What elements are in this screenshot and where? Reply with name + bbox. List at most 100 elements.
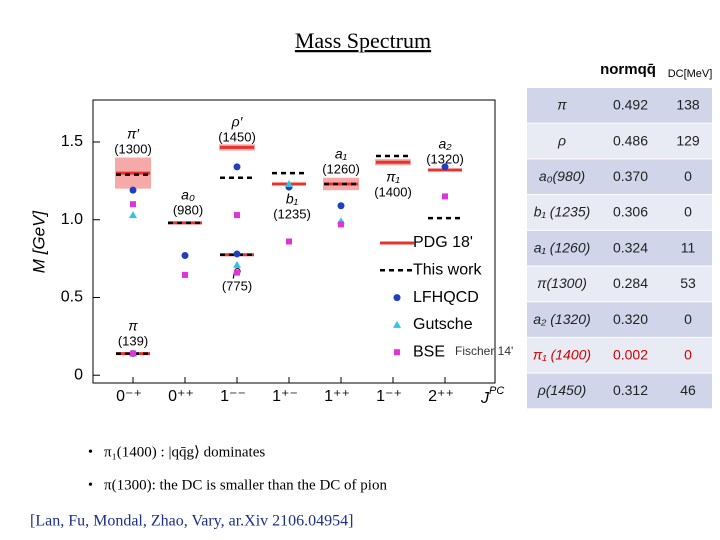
table-row-label: a₂ (1320) <box>533 311 590 327</box>
x-tick-label: 1⁻⁺ <box>376 388 402 405</box>
citation: [Lan, Fu, Mondal, Zhao, Vary, ar.Xiv 210… <box>30 513 354 530</box>
state-mass: (1320) <box>426 151 464 166</box>
table-row <box>527 230 712 266</box>
x-tick-label: 0⁻⁺ <box>116 388 142 405</box>
legend-label: Gutsche <box>413 316 473 333</box>
table-row-label: a₀(980) <box>539 168 585 184</box>
table-cell: 0 <box>684 204 692 220</box>
point <box>182 271 188 278</box>
annotation: Fischer 14' <box>455 344 513 358</box>
table-cell: 0.324 <box>613 239 648 255</box>
table-header: normqq̄ <box>600 61 656 78</box>
state-mass: (1260) <box>322 161 360 176</box>
state-name: a₀ <box>181 187 195 203</box>
plot-frame <box>92 99 496 384</box>
point <box>233 163 241 171</box>
table-row <box>527 266 712 302</box>
point <box>338 221 344 228</box>
point <box>394 349 400 356</box>
state-mass: (1235) <box>273 206 311 221</box>
table-row-label: π(1300) <box>537 275 587 291</box>
table-cell: 129 <box>676 132 700 148</box>
table-cell: 0.284 <box>613 275 648 291</box>
point <box>286 238 292 245</box>
table-cell: 0 <box>684 311 692 327</box>
table-cell: 11 <box>681 239 696 255</box>
point <box>285 179 293 187</box>
state-mass: (1400) <box>374 184 412 199</box>
y-tick-label: 0.5 <box>61 289 83 306</box>
state-name: ρ′ <box>231 114 244 130</box>
x-tick-label: 2⁺⁺ <box>428 388 454 405</box>
point <box>337 202 345 210</box>
state-name: π₁ <box>386 169 400 185</box>
table-cell: 46 <box>680 382 696 398</box>
table-cell: 0.492 <box>613 97 648 113</box>
table-row <box>527 159 712 195</box>
table-cell: 53 <box>680 275 696 291</box>
x-axis-label-main: J <box>480 390 490 407</box>
table-cell: 0 <box>684 346 692 362</box>
point <box>393 320 401 328</box>
table-cell: 0.312 <box>613 382 648 398</box>
state-mass: (775) <box>222 278 252 293</box>
x-axis-label-sup: PC <box>489 385 504 397</box>
table-row-label: b₁ (1235) <box>534 204 591 220</box>
table-row-label: a₁ (1260) <box>534 239 591 255</box>
table-cell: 0.320 <box>613 311 648 327</box>
bullet-dot: • <box>88 478 93 493</box>
bullet-dot: • <box>88 445 93 460</box>
table-row <box>527 88 712 123</box>
y-tick-label: 1.0 <box>61 211 83 228</box>
point <box>442 193 448 200</box>
y-tick-label: 1.5 <box>61 133 83 150</box>
x-axis-label: JPC <box>480 385 504 407</box>
point <box>181 251 189 259</box>
legend-label: PDG 18' <box>413 234 473 251</box>
y-tick-label: 0 <box>74 366 83 383</box>
table-row <box>527 195 712 230</box>
table-row <box>527 373 712 409</box>
table-cell: 0 <box>684 168 692 184</box>
table-row-label: π <box>557 97 567 113</box>
table-row <box>527 337 712 373</box>
table-row <box>527 302 712 337</box>
state-name: a₂ <box>438 136 452 152</box>
legend-label: LFHQCD <box>413 289 479 306</box>
point <box>233 260 241 268</box>
slide-title: Mass Spectrum <box>295 28 431 53</box>
table-cell: 0.370 <box>613 168 648 184</box>
y-axis-label: M [GeV] <box>29 210 48 274</box>
legend-label: This work <box>413 262 482 279</box>
point <box>234 269 240 276</box>
x-tick-label: 1⁺⁺ <box>324 388 350 405</box>
bullet: π₁(1400) : |qq̄g⟩ dominates <box>104 444 265 460</box>
x-tick-label: 1⁺⁻ <box>272 388 298 405</box>
point <box>441 163 449 171</box>
table-header: DC[MeV] <box>668 68 713 80</box>
point <box>393 294 401 302</box>
x-tick-label: 1⁻⁻ <box>220 388 246 405</box>
point <box>130 350 136 357</box>
state-mass: (139) <box>118 333 148 348</box>
table-row <box>527 123 712 159</box>
state-mass: (1450) <box>218 129 256 144</box>
state-name: π′ <box>127 126 140 142</box>
point <box>234 212 240 219</box>
table-row-label: ρ <box>557 132 566 148</box>
bullet: π(1300): the DC is smaller than the DC o… <box>104 477 387 493</box>
point <box>233 250 241 258</box>
table-cell: 138 <box>676 97 700 113</box>
table-row-label: π₁ (1400) <box>533 346 591 362</box>
state-mass: (1300) <box>114 141 152 156</box>
point <box>130 201 136 208</box>
state-name: b₁ <box>286 191 299 207</box>
state-name: π <box>128 318 138 334</box>
point <box>129 186 137 194</box>
x-tick-label: 0⁺⁺ <box>168 388 194 405</box>
table-cell: 0.486 <box>613 132 648 148</box>
table: normqq̄ DC[MeV] π 0.492 138 ρ 0.486 129 a₀(980) 0… <box>527 61 713 409</box>
table-cell: 0.002 <box>613 346 648 362</box>
table-row-label: ρ(1450) <box>537 382 587 398</box>
legend-label: BSE <box>413 343 445 360</box>
